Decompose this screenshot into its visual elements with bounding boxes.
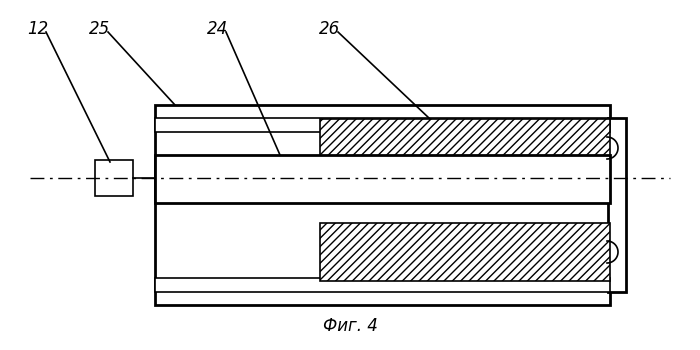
- Bar: [608, 118, 626, 292]
- Bar: [320, 119, 610, 177]
- Text: 26: 26: [319, 20, 341, 38]
- Text: Фиг. 4: Фиг. 4: [323, 317, 377, 335]
- Bar: [155, 155, 610, 203]
- Text: 12: 12: [27, 20, 48, 38]
- Text: 24: 24: [207, 20, 229, 38]
- Bar: [320, 223, 610, 281]
- Bar: [155, 105, 610, 305]
- Bar: [155, 118, 610, 132]
- Bar: [95, 160, 133, 196]
- Text: 25: 25: [90, 20, 111, 38]
- Bar: [155, 278, 610, 292]
